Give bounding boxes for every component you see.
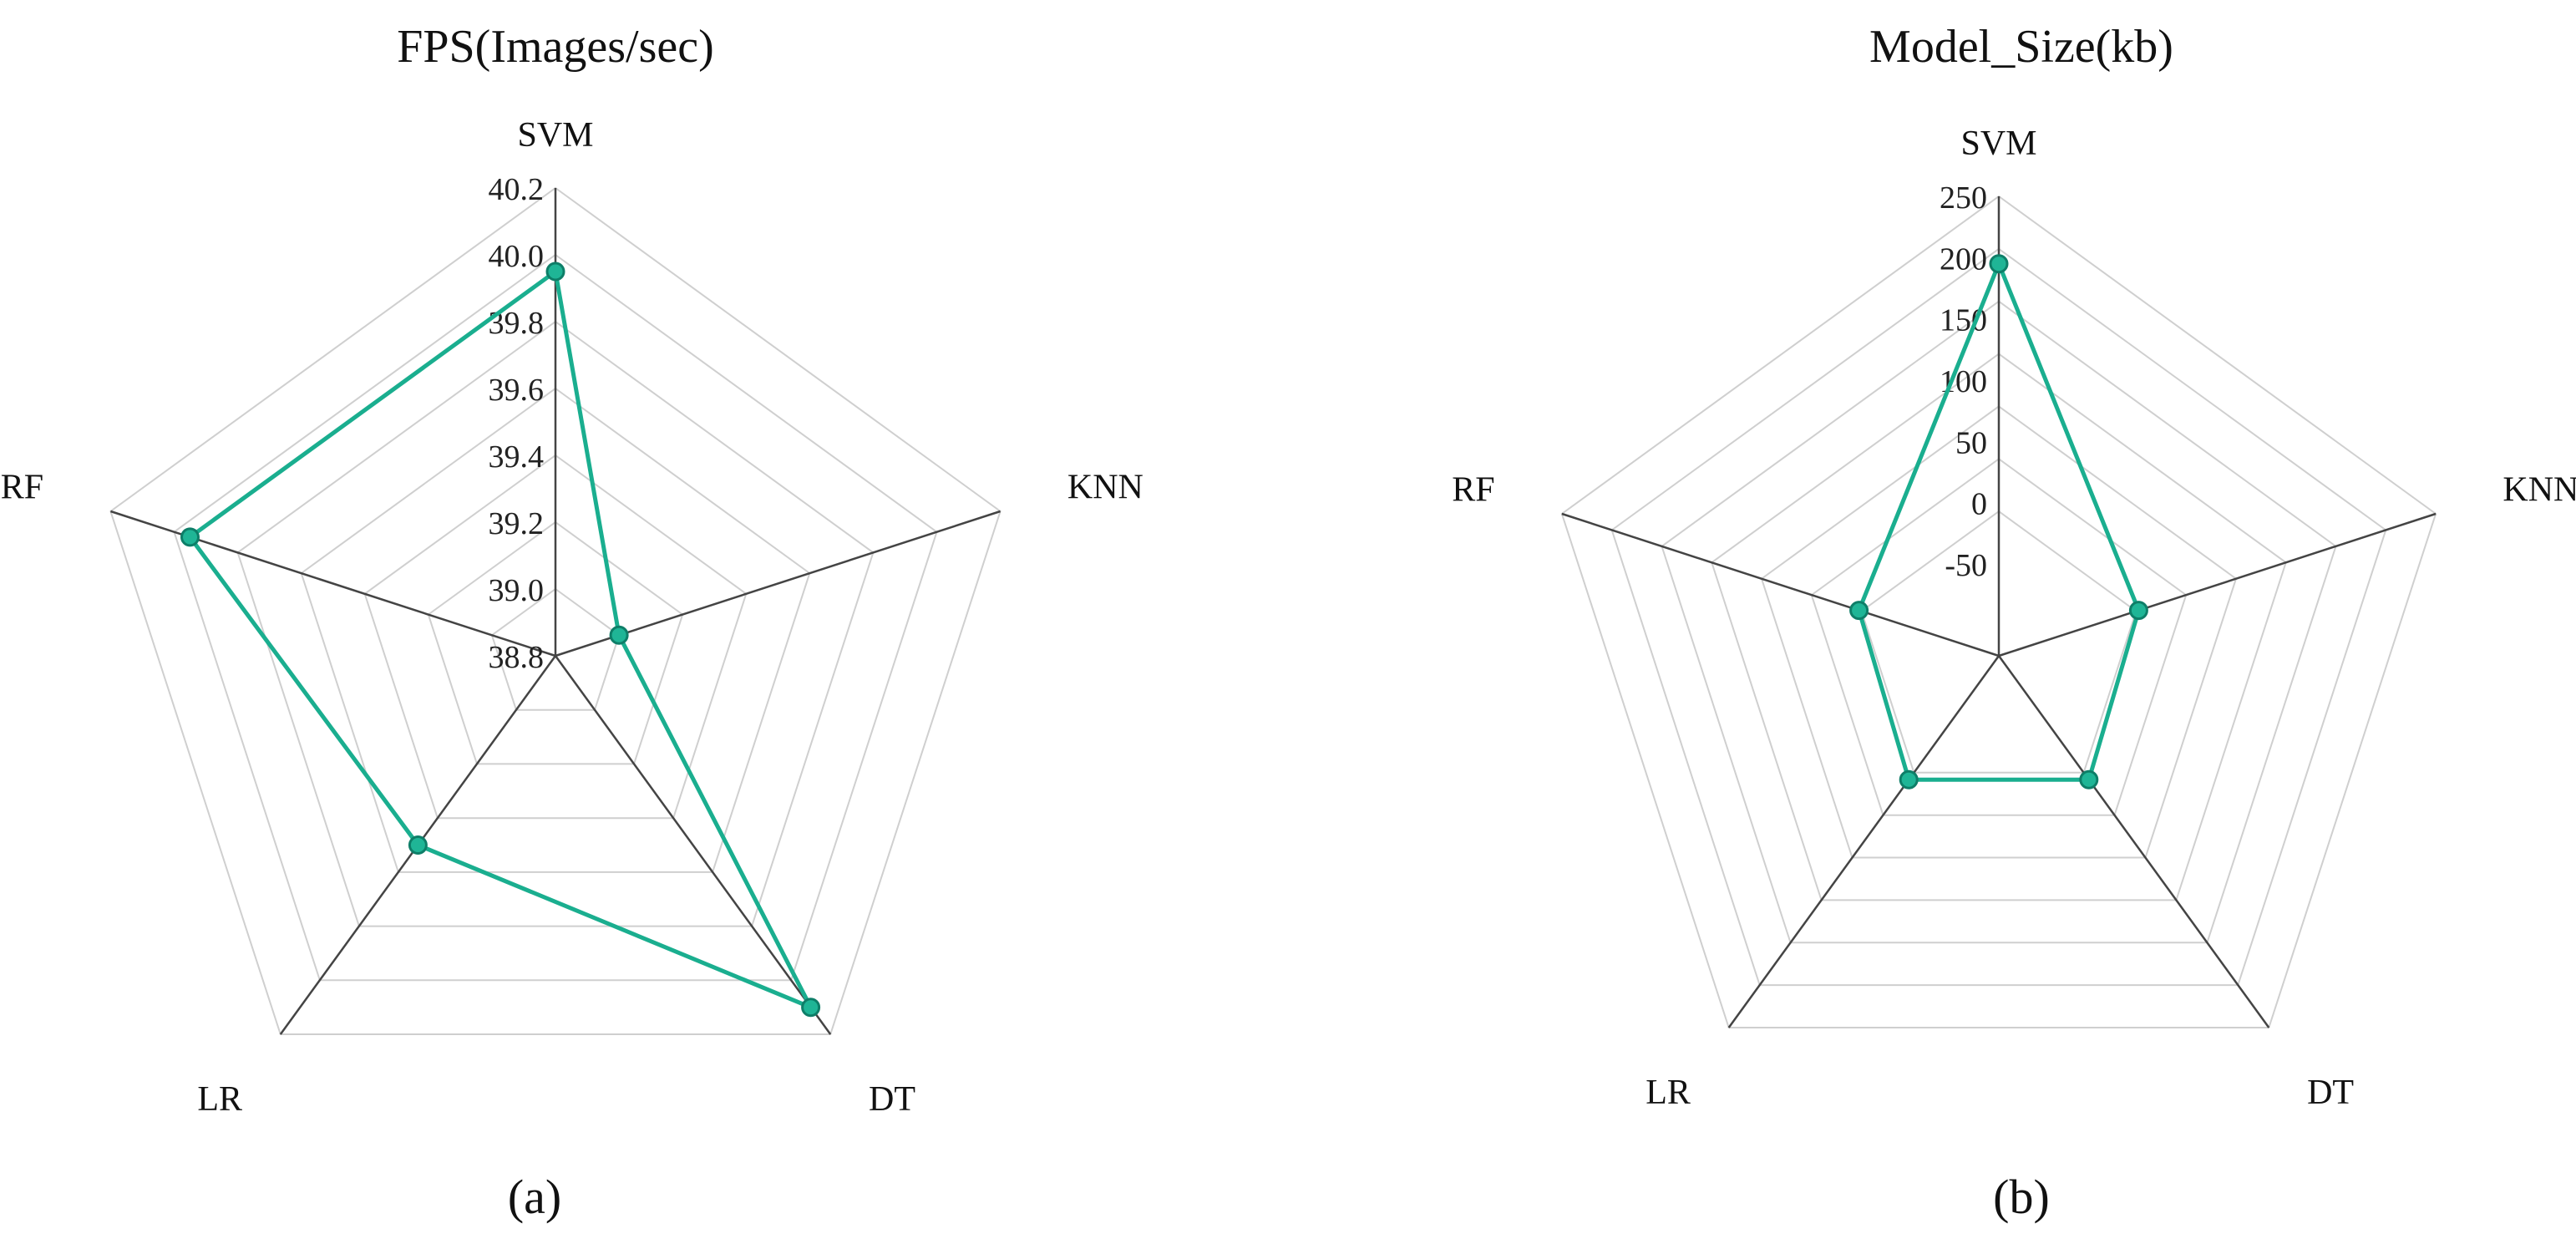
fps-point-knn [609, 625, 629, 645]
fps-point-lr [408, 835, 428, 855]
fps-subplot-label: (a) [508, 1170, 561, 1224]
model-size-grid [1560, 195, 2437, 1028]
model-size-grid-ring [1610, 247, 2387, 987]
fps-point-svm [545, 261, 565, 282]
model-size-grid-ring [1711, 353, 2287, 901]
model-size-point-knn [2128, 601, 2148, 621]
fps-tick-label: 39.0 [489, 573, 545, 608]
fps-series [180, 261, 821, 1018]
fps-category-lr: LR [197, 1080, 242, 1119]
model-size-category-svm: SVM [1960, 124, 2036, 163]
fps-tick-label: 39.8 [489, 306, 545, 341]
model-size-axis-rf [1561, 512, 2000, 658]
fps-point-rf [180, 527, 200, 547]
model-size-category-labels: SVM KNN DT LR RF [1452, 124, 2576, 1112]
fps-axis-knn [555, 510, 1001, 658]
model-size-tick-label: 200 [1940, 241, 1987, 277]
model-size-category-lr: LR [1645, 1074, 1691, 1112]
fps-tick-label: 40.0 [489, 239, 545, 274]
model-size-point-svm [1989, 254, 2009, 274]
fps-grid-ring [173, 253, 938, 982]
fps-category-rf: RF [1, 469, 43, 507]
fps-tick-labels: 38.8 39.0 39.2 39.4 39.6 39.8 40.0 40.2 [489, 172, 545, 675]
model-size-category-dt: DT [2307, 1074, 2354, 1112]
fps-category-knn: KNN [1067, 469, 1143, 507]
model-size-category-rf: RF [1452, 471, 1494, 510]
fps-tick-label: 39.2 [489, 506, 545, 541]
model-size-point-rf [1849, 601, 1869, 621]
fps-grid [109, 186, 1001, 1035]
model-size-chart-title: Model_Size(kb) [1869, 21, 2173, 73]
model-size-grid-ring [1760, 405, 2238, 859]
model-size-grid-ring [1810, 458, 2188, 816]
fps-tick-label: 38.8 [489, 640, 545, 675]
model-size-grid-ring [1560, 195, 2437, 1028]
model-size-tick-label: 0 [1971, 487, 1987, 522]
model-size-series-line [1857, 261, 2141, 782]
fps-grid-ring [300, 387, 811, 873]
fps-point-dt [801, 998, 821, 1018]
fps-axis-dt [554, 655, 832, 1035]
fps-tick-label: 40.2 [489, 172, 545, 207]
fps-grid-ring [109, 186, 1001, 1035]
model-size-axis-lr [1727, 655, 2000, 1028]
radar-chart-fps: 38.8 39.0 39.2 39.4 39.6 39.8 40.0 40.2 SVM KNN D… [1, 21, 1143, 1224]
model-size-axis-knn [1998, 512, 2437, 658]
model-size-axes [1561, 196, 2437, 1028]
fps-grid-ring [427, 520, 684, 765]
fps-category-svm: SVM [517, 116, 593, 155]
model-size-subplot-label: (b) [1993, 1170, 2050, 1224]
fps-category-dt: DT [869, 1080, 915, 1119]
fps-chart-title: FPS(Images/sec) [397, 21, 714, 73]
model-size-tick-label: 50 [1955, 425, 1987, 460]
model-size-grid-ring [1661, 300, 2337, 944]
fps-tick-label: 39.6 [489, 373, 545, 408]
fps-grid-ring [236, 320, 875, 927]
model-size-tick-label: -50 [1945, 548, 1987, 583]
fps-grid-ring [490, 587, 621, 711]
model-size-point-dt [2079, 769, 2099, 790]
model-size-tick-label: 250 [1940, 180, 1987, 216]
fps-tick-label: 39.4 [489, 439, 545, 475]
model-size-point-lr [1899, 769, 1919, 790]
fps-category-labels: SVM KNN DT LR RF [1, 116, 1143, 1119]
model-size-series [1849, 254, 2148, 790]
fps-series-line [188, 269, 814, 1010]
fps-grid-ring [363, 454, 748, 820]
model-size-grid-ring [1860, 510, 2137, 774]
model-size-category-knn: KNN [2502, 471, 2576, 510]
model-size-axis-dt [1997, 655, 2270, 1028]
